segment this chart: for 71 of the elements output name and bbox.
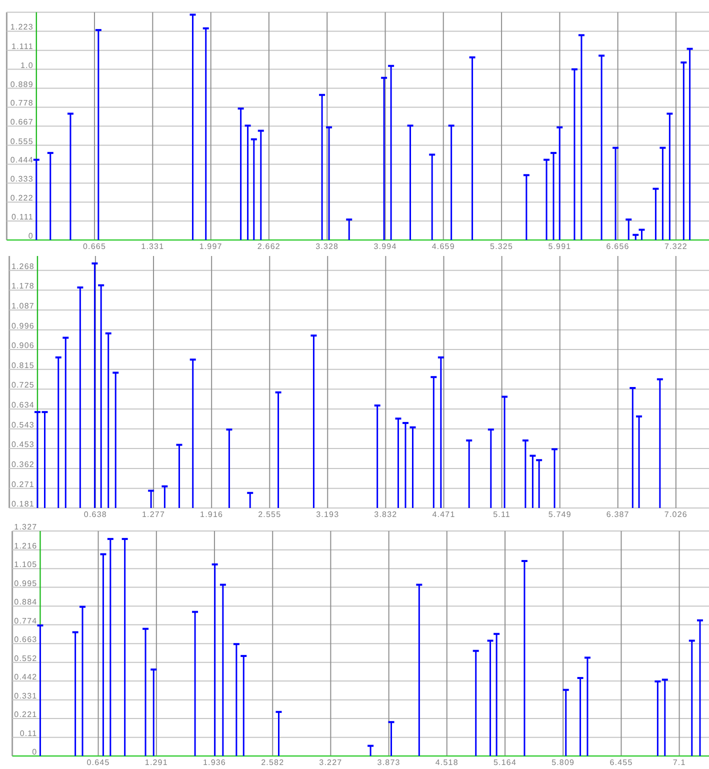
y-tick-label: 0.333 [10,174,34,184]
y-tick-label: 0.442 [14,672,38,682]
x-tick-label: 5.991 [548,242,572,251]
y-tick-label: 0.725 [11,380,34,390]
x-tick-label: 0.645 [86,758,110,767]
y-tick-label: 1.178 [11,282,34,291]
y-tick-label: 0.663 [14,635,38,644]
x-tick-label: 4.659 [432,242,455,251]
x-tick-label: 6.455 [610,758,633,767]
x-tick-label: 3.328 [316,242,339,251]
y-tick-label: 0.815 [11,360,34,370]
y-tick-label: 0.331 [14,691,38,700]
y-tick-label: 0.543 [11,420,34,430]
y-tick-label: 0.778 [10,98,34,108]
x-tick-label: 1.277 [142,510,166,519]
y-tick-label: 0.995 [14,578,38,588]
x-tick-label: 5.11 [493,510,511,519]
x-tick-label: 2.662 [257,242,280,251]
y-tick-label: 0.271 [11,480,34,489]
y-tick-label: 1.216 [14,541,38,550]
y-tick-label: 0.181 [11,500,34,508]
y-tick-label: 1.111 [12,42,34,51]
y-tick-label: 1.327 [14,522,38,532]
x-tick-label: 6.656 [606,242,630,251]
y-tick-label: 0.906 [11,341,34,350]
x-tick-label: 2.582 [261,758,284,767]
y-tick-label: 1.105 [14,560,38,570]
x-tick-label: 4.518 [435,758,458,767]
y-tick-label: 1.223 [10,22,34,32]
x-tick-label: 7.026 [664,510,688,519]
x-tick-label: 5.325 [490,242,514,251]
x-tick-label: 5.809 [552,758,575,767]
y-tick-label: 0.221 [14,710,38,720]
y-tick-label: 0.884 [14,598,38,607]
x-tick-label: 3.832 [374,510,398,519]
y-tick-label: 0.11 [20,728,38,738]
x-tick-label: 1.936 [202,758,226,767]
x-tick-label: 6.387 [606,510,630,519]
y-tick-label: 0.222 [10,194,34,203]
x-tick-label: 3.994 [374,242,397,251]
x-tick-label: 2.555 [258,510,282,519]
y-tick-label: 0.889 [10,80,34,89]
x-tick-label: 1.916 [200,510,224,519]
y-tick-label: 0.555 [10,136,34,146]
y-tick-label: 0 [28,232,34,240]
x-tick-label: 7.1 [672,758,686,767]
x-tick-label: 7.322 [664,242,688,251]
y-tick-label: 0.453 [11,440,34,450]
y-tick-label: 1.0 [20,60,34,70]
y-tick-label: 0.111 [12,212,34,222]
x-tick-label: 3.873 [377,758,400,767]
x-tick-label: 1.291 [144,758,168,767]
x-tick-label: 3.193 [316,510,340,519]
y-tick-label: 0.667 [10,118,34,127]
y-tick-label: 1.268 [11,262,34,271]
y-tick-label: 0.552 [14,654,38,663]
y-tick-label: 0 [32,748,38,756]
y-tick-label: 0.362 [11,460,34,469]
x-tick-label: 5.164 [494,758,517,767]
y-tick-label: 0.444 [10,156,34,165]
y-tick-label: 0.774 [14,616,38,626]
x-tick-label: 1.997 [199,242,222,251]
x-tick-label: 1.331 [141,242,164,251]
y-tick-label: 0.634 [11,400,34,410]
x-tick-label: 5.749 [548,510,572,519]
x-tick-label: 4.471 [432,510,456,519]
y-tick-label: 0.996 [11,321,34,330]
x-tick-label: 0.665 [82,242,106,251]
y-tick-label: 1.087 [11,301,34,310]
x-tick-label: 0.638 [84,510,107,519]
x-tick-label: 3.227 [319,758,342,767]
